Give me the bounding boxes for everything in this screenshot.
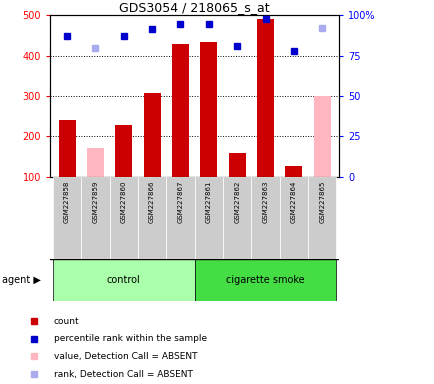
Text: GSM227866: GSM227866 (149, 181, 155, 223)
Bar (307, 177, 335, 259)
Text: GSM227862: GSM227862 (233, 181, 240, 223)
Bar (256, 19, 273, 177)
Text: value, Detection Call = ABSENT: value, Detection Call = ABSENT (54, 352, 197, 361)
Bar (166, 177, 194, 259)
Bar (143, 93, 160, 177)
Bar (87, 149, 104, 177)
Bar (223, 177, 251, 259)
Text: GSM227864: GSM227864 (290, 181, 296, 223)
Text: GSM227867: GSM227867 (177, 181, 183, 223)
Bar (109, 177, 138, 259)
Text: GSM227865: GSM227865 (319, 181, 325, 223)
Text: control: control (107, 275, 140, 285)
Bar (115, 125, 132, 177)
Bar (138, 177, 166, 259)
Bar (53, 177, 81, 259)
Text: cigarette smoke: cigarette smoke (226, 275, 304, 285)
Bar (200, 41, 217, 177)
Text: GSM227859: GSM227859 (92, 181, 98, 223)
Bar (285, 166, 302, 177)
Text: count: count (54, 316, 79, 326)
Bar (59, 120, 76, 177)
Bar (171, 44, 188, 177)
Bar (194, 259, 335, 301)
Text: agent ▶: agent ▶ (2, 275, 41, 285)
Text: GSM227858: GSM227858 (64, 181, 70, 223)
Bar (313, 96, 330, 177)
Text: percentile rank within the sample: percentile rank within the sample (54, 334, 207, 343)
Bar (194, 177, 223, 259)
Bar (228, 153, 245, 177)
Title: GDS3054 / 218065_s_at: GDS3054 / 218065_s_at (119, 1, 270, 14)
Text: GSM227863: GSM227863 (262, 181, 268, 223)
Text: rank, Detection Call = ABSENT: rank, Detection Call = ABSENT (54, 369, 192, 379)
Bar (81, 177, 109, 259)
Bar (53, 259, 194, 301)
Bar (279, 177, 307, 259)
Bar (251, 177, 279, 259)
Text: GSM227861: GSM227861 (205, 181, 211, 223)
Text: GSM227860: GSM227860 (121, 181, 126, 223)
